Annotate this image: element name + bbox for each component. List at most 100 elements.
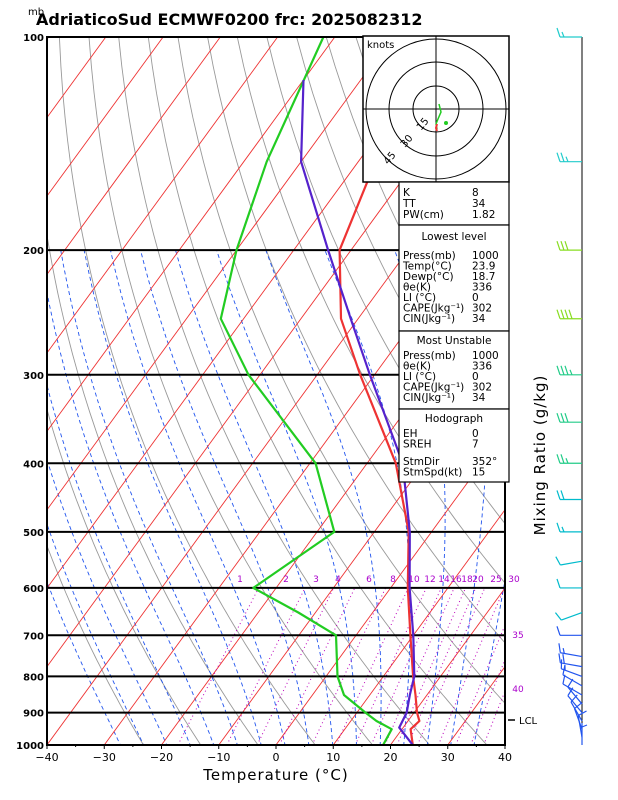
mixing-ratio-label: 10 [408,575,420,585]
lowest-level-row-label: LI (°C) [403,292,436,304]
most-unstable-row-value: 1000 [472,350,499,362]
wind-barb-flag [564,240,569,251]
storm-motion-marker [444,121,448,125]
indices-panel: K 8 TT 34 PW(cm) 1.82 Lowest level Press(mb) 100… [398,181,510,483]
mixing-ratio-label: 6 [366,575,372,585]
wind-barb [558,643,583,658]
mixing-ratio-label: 1 [237,575,243,585]
most-unstable-row-value: 302 [472,382,492,394]
moist-adiabat-line [140,249,310,745]
dry-adiabat-line [266,37,505,525]
dry-adiabat-line [236,37,505,584]
moist-adiabat-line [47,580,121,745]
dry-adiabat-line [207,37,505,644]
wind-barb-flag [560,152,565,162]
wind-barb-half-flag [581,724,588,728]
wind-barb-shaft [560,662,583,668]
mixing-ratio-label: 16 [450,575,462,585]
wind-barb [556,522,582,533]
mixing-ratio-line [396,587,467,745]
lowest-level-row-value: 302 [472,303,492,315]
wind-barb-flag [555,556,561,566]
dry-adiabat-line [593,37,618,760]
mixing-ratio-label: 35 [512,631,523,641]
moist-adiabat-line [265,249,382,745]
temperature-tick-label: −30 [93,751,116,764]
pressure-tick-label: 800 [23,672,44,683]
isotherm-line [47,37,393,511]
wind-barb-shaft [573,708,583,730]
isotherm-line [275,430,505,745]
mixing-ratio-line [384,587,455,745]
wind-barb [556,490,582,501]
wind-barb-flag [556,522,561,533]
most-unstable-row-value: 0 [472,371,479,383]
mixing-ratio-label: 18 [461,575,473,585]
wind-barb-flag [564,309,569,319]
isotherm-line [47,37,107,119]
isotherm-line [551,37,618,760]
moist-adiabat-line [473,577,505,745]
index-tt-label: TT [402,198,416,210]
moist-adiabat-line [47,458,168,745]
hodograph-units-label: knots [367,40,394,51]
lowest-level-row-label: θe(K) [403,282,431,294]
indices-box [398,224,510,332]
most-unstable-row-label: θe(K) [403,361,431,373]
wind-barb-flag [564,413,569,423]
wind-barb-shaft [561,611,583,621]
mixing-ratio-label: 20 [472,575,484,585]
dry-adiabat-line [47,232,259,745]
wind-barb-half-flag [562,648,565,654]
indices-box [398,408,510,483]
hodograph-box-title: Hodograph [425,413,483,425]
most-unstable-row-label: CIN(Jkg⁻¹) [403,392,455,404]
wind-barb-flag [562,654,565,664]
temperature-tick-label: 10 [326,751,340,764]
indices-box [398,330,510,410]
wind-barb-flag [560,413,565,423]
wind-barb [555,556,583,566]
pressure-tick-label: 400 [23,459,44,470]
pressure-tick-label: 200 [23,246,44,257]
hodograph-index-row-label: EH [403,428,418,440]
mixing-ratio-label: 8 [390,575,396,585]
index-k-value: 8 [472,187,479,199]
isotherm-line [47,37,221,276]
wind-barb-flag [556,626,561,636]
mixing-ratio-line [483,689,505,745]
wind-barb-flag [577,710,587,717]
moist-adiabat-line [175,249,334,745]
isotherm-line [47,37,164,197]
wind-barb-flag [560,309,565,319]
wind-barb [558,653,583,668]
temperature-tick-label: −10 [207,751,230,764]
mixing-ratio-line [335,587,409,745]
temperature-tick-label: −20 [150,751,173,764]
dry-adiabat-line [147,37,488,745]
lowest-level-row-value: 34 [472,313,486,325]
wind-barb-flag [556,490,561,500]
dewpoint-curve [219,37,393,745]
mixing-ratio-label: 2 [283,575,289,585]
hodograph-trace-low [434,123,438,132]
moist-adiabat-line [60,250,238,745]
mixing-ratio-label: 40 [512,685,524,695]
wind-barb-half-flag [569,369,573,376]
moist-adiabat-line [110,250,286,745]
wind-barb-flag [560,454,565,464]
wind-barb-flag [560,240,565,251]
wind-barb-half-flag [561,31,565,38]
wind-barb-flag [556,240,561,251]
pressure-tick-label: 900 [23,709,44,720]
wind-barb-shaft [570,701,583,722]
lowest-level-row-label: Temp(°C) [402,261,452,273]
wind-barb-flag [556,309,561,319]
pressure-tick-label: 100 [23,33,44,44]
wind-barb-flag [556,578,561,589]
lowest-level-row-label: CAPE(Jkg⁻¹) [403,303,464,315]
dry-adiabat-line [58,37,316,745]
dry-adiabat-line [503,37,505,40]
dry-adiabat-line [47,407,202,745]
